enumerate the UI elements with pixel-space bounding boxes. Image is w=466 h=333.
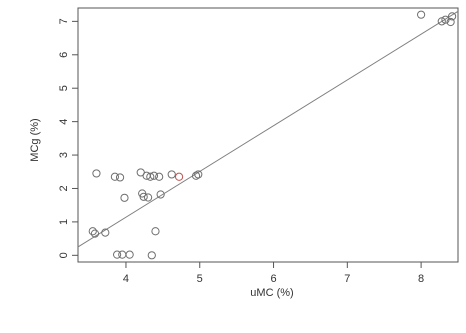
y-tick-label: 5 xyxy=(58,85,70,91)
data-point xyxy=(101,228,110,237)
data-point xyxy=(167,170,176,179)
data-point xyxy=(90,229,100,238)
y-tick-label: 4 xyxy=(58,119,70,125)
y-axis-title: MCg (%) xyxy=(29,118,41,161)
data-point xyxy=(441,15,450,24)
data-point xyxy=(194,170,203,179)
data-point xyxy=(156,190,165,199)
x-axis-title: uMC (%) xyxy=(250,287,293,299)
data-point xyxy=(146,172,155,181)
data-point xyxy=(446,17,455,27)
data-point xyxy=(113,250,122,259)
x-tick-label: 5 xyxy=(197,273,203,285)
y-axis: 0 1 2 3 4 5 6 7 xyxy=(58,18,78,258)
data-point xyxy=(110,172,119,181)
data-point xyxy=(155,172,164,181)
data-point xyxy=(143,193,153,202)
y-tick-label: 0 xyxy=(58,252,70,258)
data-point xyxy=(147,251,156,260)
y-tick-label: 1 xyxy=(58,219,70,225)
data-point xyxy=(120,193,129,202)
data-point xyxy=(174,172,184,181)
y-tick-label: 7 xyxy=(58,18,70,24)
y-tick-label: 3 xyxy=(58,152,70,158)
data-point xyxy=(92,169,101,178)
data-point xyxy=(118,250,127,259)
plot-area xyxy=(77,7,459,263)
x-tick-label: 7 xyxy=(344,273,350,285)
data-point xyxy=(437,17,446,26)
regression-line xyxy=(77,10,459,248)
x-tick-label: 8 xyxy=(418,273,424,285)
data-point xyxy=(88,227,97,236)
data-point xyxy=(125,250,134,259)
data-point xyxy=(151,227,160,236)
data-points xyxy=(88,10,457,260)
data-point xyxy=(115,173,125,182)
data-point xyxy=(191,171,201,180)
data-point xyxy=(139,192,148,201)
x-tick-label: 6 xyxy=(270,273,276,285)
data-point xyxy=(447,12,457,21)
plot-frame xyxy=(77,7,459,263)
x-tick-label: 4 xyxy=(123,273,129,285)
y-tick-label: 6 xyxy=(58,52,70,58)
x-axis: 4 5 6 7 8 xyxy=(123,262,424,285)
data-point xyxy=(149,171,159,180)
data-point xyxy=(417,10,426,19)
y-tick-label: 2 xyxy=(58,185,70,191)
